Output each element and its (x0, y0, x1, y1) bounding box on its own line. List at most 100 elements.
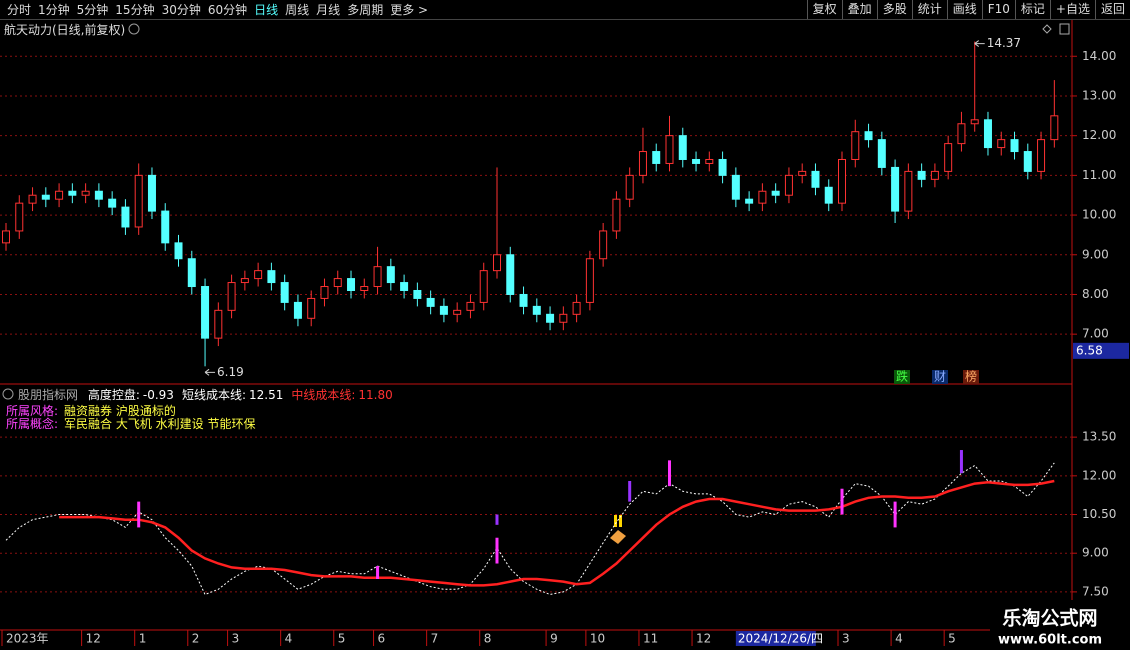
tool-button[interactable]: 统计 (911, 0, 947, 19)
period-tab[interactable]: 60分钟 (207, 3, 248, 17)
signal-bar (893, 501, 897, 528)
candle-body (320, 286, 329, 299)
readout-value: -0.93 (142, 388, 174, 402)
candle-body (201, 286, 210, 339)
candle-body (466, 301, 475, 311)
candle-body (851, 131, 860, 160)
period-tab[interactable]: 月线 (316, 3, 341, 17)
candle-body (599, 230, 608, 260)
tool-button[interactable]: 复权 (806, 0, 842, 19)
line-series (59, 479, 1055, 587)
y-tick-label: 11.00 (1082, 168, 1116, 182)
candle-body (2, 230, 10, 244)
candle-body (652, 151, 661, 164)
tool-button[interactable]: +自选 (1049, 0, 1095, 19)
y-tick-label: 13.00 (1082, 88, 1116, 102)
candle-body (81, 190, 90, 196)
x-tick-label: 1 (139, 632, 147, 646)
candle-body (147, 174, 156, 212)
candle-body (227, 282, 236, 311)
candle-body (254, 270, 263, 280)
period-tab[interactable]: 15分钟 (115, 3, 155, 17)
period-tab[interactable]: 1分钟 (38, 3, 70, 17)
period-tab[interactable]: 多周期 (347, 3, 384, 17)
icon-diamond[interactable] (1042, 24, 1052, 34)
period-tab[interactable]: 更多 > (390, 3, 429, 17)
tool-button[interactable]: 返回 (1094, 0, 1130, 19)
info-row: 所属概念: 军民融合 大飞机 水利建设 节能环保 (6, 418, 262, 431)
candle-body (983, 119, 992, 149)
extreme-arrow (974, 40, 985, 47)
readout-value: 11.80 (358, 388, 393, 402)
extreme-arrow (204, 368, 216, 376)
candle-body (718, 158, 727, 176)
signal-bar (668, 460, 671, 487)
info-label: 所属风格: (6, 404, 59, 418)
y-tick-label: 10.50 (1082, 507, 1116, 521)
candle-body (917, 170, 926, 180)
candle-body (174, 242, 183, 260)
badge[interactable]: 财 (934, 370, 946, 384)
candle-body (904, 170, 913, 212)
crosshair-value-bg (1073, 342, 1129, 359)
tool-button[interactable]: 多股 (876, 0, 912, 19)
badge[interactable]: 榜 (965, 369, 977, 384)
candle-body (108, 198, 117, 208)
tool-button[interactable]: 标记 (1014, 0, 1050, 19)
signal-bar (959, 450, 963, 474)
icon-panel[interactable] (1059, 23, 1070, 35)
title-dropdown[interactable] (128, 23, 140, 35)
period-tab[interactable]: 日线 (254, 3, 279, 17)
candle-body (28, 194, 37, 204)
candle-body (373, 266, 382, 288)
candle-body (426, 297, 435, 307)
candle-body (267, 270, 276, 284)
signal-bar (376, 566, 380, 579)
candle-body (307, 297, 316, 319)
tool-button[interactable]: F10 (981, 0, 1015, 19)
indicator-title: 股朋指标网 (18, 388, 79, 402)
candle-body (705, 158, 714, 164)
badge-bg (963, 370, 979, 384)
period-tab[interactable]: 5分钟 (76, 3, 109, 17)
candle-body (638, 151, 647, 176)
candle-body (161, 210, 170, 244)
candle-body (731, 174, 740, 200)
candle-body (134, 174, 143, 228)
tool-button[interactable]: 叠加 (841, 0, 877, 19)
info-block: 所属风格: 融资融券 沪股通标的 所属概念: 军民融合 大飞机 水利建设 节能环保 (6, 405, 262, 431)
candle-body (930, 170, 939, 180)
period-tab[interactable]: 周线 (285, 3, 310, 17)
candle-body (15, 202, 24, 232)
tool-button[interactable]: 画线 (946, 0, 982, 19)
crosshair-date: 2024/12/26/四 (738, 632, 823, 646)
candle-body (997, 139, 1006, 149)
candle-body (877, 139, 886, 168)
info-label: 所属概念: (6, 417, 59, 431)
signal-icon (614, 515, 617, 527)
candle-body (692, 158, 701, 164)
period-tab[interactable]: 分时 (7, 3, 32, 17)
readout-label: 高度控盘: (87, 388, 140, 402)
badge[interactable]: 跌 (896, 369, 908, 384)
watermark-url: www.60lt.com (998, 633, 1102, 648)
readout-label: 短线成本线: (181, 388, 246, 402)
info-value: 融资融券 沪股通标的 (64, 404, 176, 418)
candle-body (944, 143, 953, 172)
y-tick-label: 14.00 (1082, 49, 1116, 63)
indicator-header: 股朋指标网 高度控盘: -0.93 短线成本线: 12.51 中线成本线: 11.80 (18, 386, 401, 403)
signal-bar (628, 480, 632, 502)
main-title: 航天动力(日线,前复权) (4, 23, 126, 37)
crosshair-value: 6.58 (1076, 343, 1103, 357)
candle-body (585, 258, 594, 303)
candle-body (1050, 115, 1059, 141)
candle-body (55, 190, 64, 200)
y-tick-label: 12.00 (1082, 128, 1116, 142)
x-tick-label: 3 (842, 632, 850, 646)
x-tick-label: 4 (895, 632, 903, 646)
candle-body (506, 254, 515, 295)
indicator-dropdown[interactable] (2, 388, 14, 400)
period-tab[interactable]: 30分钟 (161, 3, 201, 17)
